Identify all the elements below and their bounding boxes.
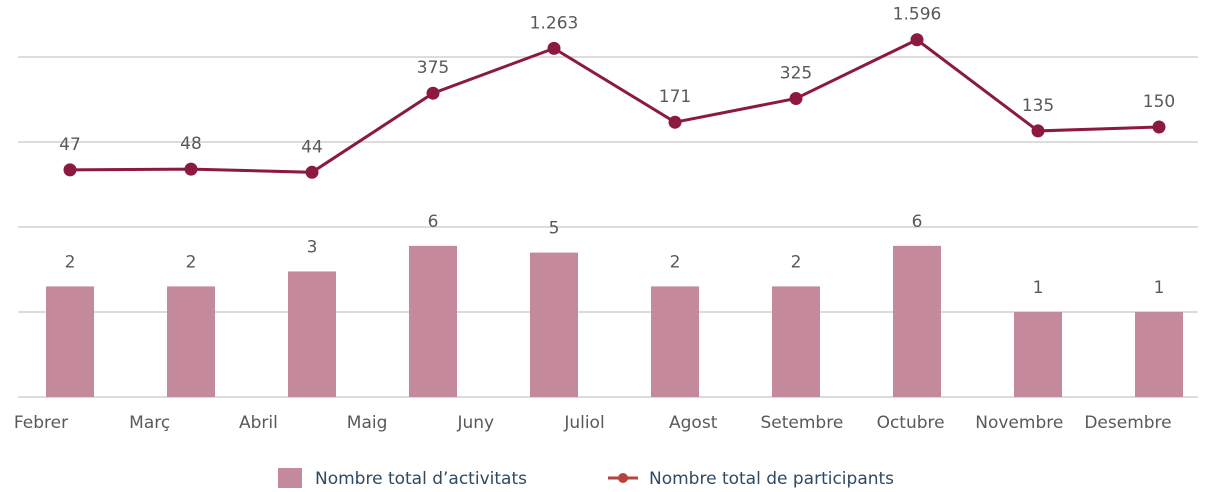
line-label: 48 xyxy=(180,134,202,154)
line-point xyxy=(789,91,803,105)
line-label: 375 xyxy=(417,58,449,78)
bar-label: 1 xyxy=(1033,278,1044,298)
line-point xyxy=(547,41,561,55)
bar xyxy=(167,286,215,397)
x-tick-label: Març xyxy=(129,413,170,433)
x-tick-label: Juliol xyxy=(563,413,604,433)
line-point xyxy=(668,115,682,129)
bar xyxy=(1014,312,1062,397)
bar xyxy=(651,286,699,397)
line-label: 171 xyxy=(659,87,691,107)
bar-label: 5 xyxy=(549,219,560,239)
line-point xyxy=(184,162,198,176)
bar-label: 3 xyxy=(307,237,318,257)
bar xyxy=(893,245,941,397)
legend-swatch xyxy=(278,468,302,488)
x-tick-label: Febrer xyxy=(14,413,68,433)
bar xyxy=(288,271,336,397)
line-point xyxy=(910,33,924,47)
bar xyxy=(46,286,94,397)
bar xyxy=(772,286,820,397)
legend-swatch xyxy=(618,473,628,483)
line-label: 135 xyxy=(1022,96,1054,116)
line-point xyxy=(1152,120,1166,134)
bar-label: 2 xyxy=(65,252,76,272)
bar-label: 6 xyxy=(912,212,923,232)
bar xyxy=(1135,312,1183,397)
bar-label: 2 xyxy=(670,252,681,272)
x-tick-label: Desembre xyxy=(1084,413,1171,433)
line-label: 44 xyxy=(301,137,323,157)
line-label: 1.263 xyxy=(530,13,579,33)
bar xyxy=(409,245,457,397)
legend: Nombre total d’activitats Nombre total de… xyxy=(278,468,894,489)
x-tick-label: Novembre xyxy=(975,413,1063,433)
line-label: 47 xyxy=(59,135,81,155)
legend-label: Nombre total d’activitats xyxy=(315,469,527,488)
x-tick-label: Agost xyxy=(669,413,718,433)
legend-label: Nombre total de participants xyxy=(649,469,894,488)
line-label: 325 xyxy=(780,63,812,83)
bar-label: 2 xyxy=(186,252,197,272)
bar-label: 1 xyxy=(1154,278,1165,298)
line xyxy=(69,37,1160,174)
line-label: 150 xyxy=(1143,92,1175,112)
x-tick-label: Maig xyxy=(347,413,388,433)
bar xyxy=(530,252,578,397)
x-tick-label: Juny xyxy=(456,413,494,433)
line-point xyxy=(426,86,440,100)
line-point xyxy=(63,163,77,177)
x-tick-label: Octubre xyxy=(877,413,945,433)
x-tick-label: Setembre xyxy=(760,413,843,433)
line-point xyxy=(1031,124,1045,138)
line-point xyxy=(305,165,319,179)
bar-label: 6 xyxy=(428,212,439,232)
bar-label: 2 xyxy=(791,252,802,272)
line-label: 1.596 xyxy=(893,5,942,25)
x-tick-label: Abril xyxy=(239,413,278,433)
